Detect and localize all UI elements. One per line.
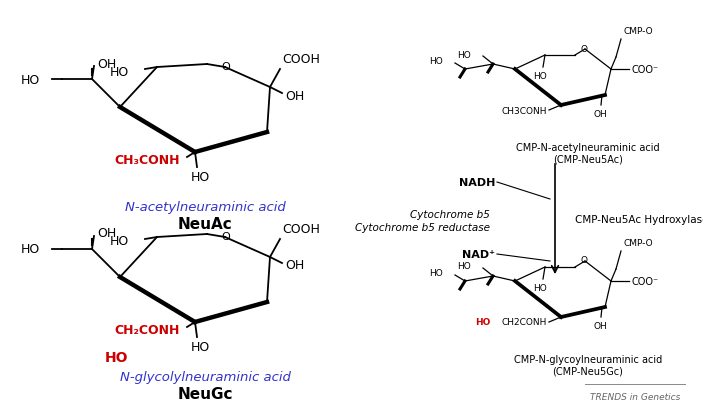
Text: O: O — [581, 45, 588, 53]
Text: HO: HO — [533, 72, 547, 81]
Text: N-acetylneuraminic acid: N-acetylneuraminic acid — [124, 201, 285, 214]
Text: HO: HO — [191, 171, 209, 183]
Text: NADH: NADH — [458, 177, 495, 188]
Text: CMP-O: CMP-O — [623, 239, 652, 247]
Text: CMP-N-glycoylneuraminic acid
(CMP-Neu5Gc): CMP-N-glycoylneuraminic acid (CMP-Neu5Gc… — [514, 354, 662, 376]
Text: OH: OH — [285, 259, 304, 272]
Text: CH2CONH: CH2CONH — [502, 318, 547, 327]
Text: COOH: COOH — [282, 53, 320, 66]
Text: HO: HO — [110, 235, 129, 248]
Text: NeuGc: NeuGc — [177, 386, 233, 401]
Text: CH₂CONH: CH₂CONH — [115, 324, 180, 337]
Text: HO: HO — [21, 73, 40, 86]
Text: HO: HO — [110, 65, 129, 78]
Text: OH: OH — [593, 110, 607, 119]
Text: Cytochrome b5 reductase: Cytochrome b5 reductase — [355, 222, 490, 232]
Text: Cytochrome b5: Cytochrome b5 — [410, 209, 490, 220]
Text: OH: OH — [97, 58, 116, 70]
Text: HO: HO — [476, 318, 491, 327]
Text: COO⁻: COO⁻ — [631, 65, 658, 75]
Text: OH: OH — [97, 227, 116, 240]
Text: CMP-N-acetylneuraminic acid
(CMP-Neu5Ac): CMP-N-acetylneuraminic acid (CMP-Neu5Ac) — [516, 143, 660, 164]
Text: CMP-O: CMP-O — [623, 27, 652, 36]
Text: O: O — [221, 62, 231, 72]
Text: CH3CONH: CH3CONH — [501, 106, 547, 115]
Text: N-glycolylneuraminic acid: N-glycolylneuraminic acid — [120, 371, 290, 384]
Text: O: O — [221, 231, 231, 241]
Text: TRENDS in Genetics: TRENDS in Genetics — [590, 392, 681, 401]
Text: O: O — [581, 256, 588, 265]
Text: HO: HO — [21, 243, 40, 256]
Text: HO: HO — [430, 269, 443, 278]
Text: HO: HO — [457, 50, 471, 60]
Text: HO: HO — [191, 340, 209, 353]
Text: HO: HO — [533, 284, 547, 292]
Text: OH: OH — [593, 321, 607, 330]
Text: OH: OH — [285, 89, 304, 102]
Text: HO: HO — [457, 262, 471, 271]
Text: NeuAc: NeuAc — [178, 217, 233, 232]
Text: CH₃CONH: CH₃CONH — [115, 154, 180, 167]
Text: COOH: COOH — [282, 222, 320, 235]
Text: HO: HO — [430, 58, 443, 66]
Text: COO⁻: COO⁻ — [631, 276, 658, 286]
Text: NAD⁺: NAD⁺ — [462, 249, 495, 259]
Text: CMP-Neu5Ac Hydroxylase: CMP-Neu5Ac Hydroxylase — [575, 215, 703, 224]
Text: HO: HO — [105, 350, 129, 364]
